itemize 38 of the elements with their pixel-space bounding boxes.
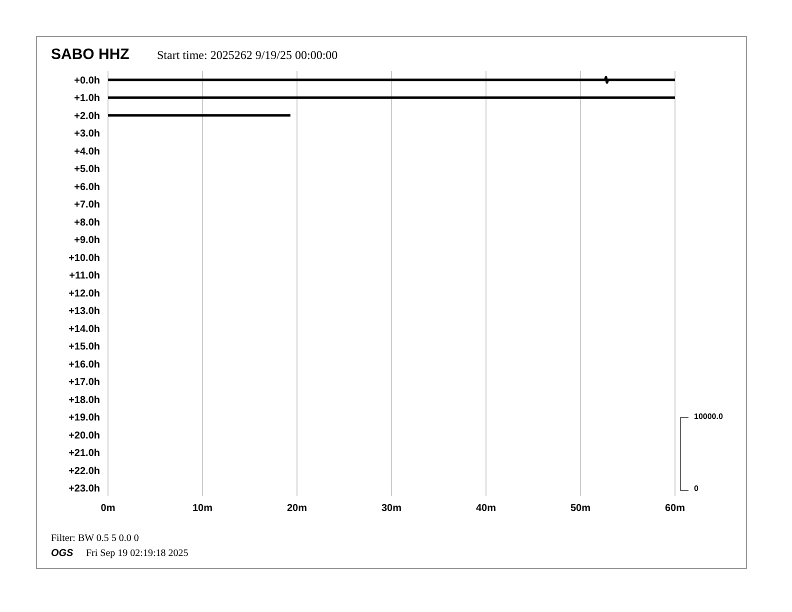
y-tick-label: +17.0h: [68, 377, 100, 388]
y-tick-label: +1.0h: [74, 93, 100, 104]
text: OGS: [51, 548, 74, 559]
text: 0: [694, 484, 698, 493]
y-tick-label: +10.0h: [68, 252, 100, 264]
y-tick-label: +9.0h: [74, 235, 100, 246]
text: Fri Sep 19 02:19:18 2025: [86, 548, 188, 559]
text: 10000.0: [694, 412, 723, 421]
chart-subtitle: Start time: 2025262 9/19/25 00:00:00: [157, 48, 338, 63]
y-tick-label: +14.0h: [68, 324, 100, 335]
y-tick-label: +16.0h: [68, 359, 100, 370]
y-tick-label: +18.0h: [68, 394, 100, 406]
y-tick-label: +21.0h: [68, 448, 100, 460]
y-tick-label: +20.0h: [68, 430, 100, 442]
y-tick-label: +12.0h: [68, 288, 100, 300]
y-tick-label: +8.0h: [74, 217, 100, 228]
x-tick-label: 40m: [476, 503, 496, 514]
chart-title: SABO HHZ: [51, 46, 130, 63]
y-tick-label: +4.0h: [74, 146, 100, 158]
y-tick-label: +2.0h: [74, 110, 100, 122]
y-tick-label: +22.0h: [68, 466, 100, 477]
y-tick-label: +5.0h: [74, 164, 100, 176]
x-tick-label: 60m: [664, 503, 686, 514]
x-tick-label: 20m: [286, 503, 308, 514]
y-tick-label: +6.0h: [74, 182, 100, 193]
x-tick-label: 10m: [192, 503, 213, 514]
y-tick-label: +0.0h: [74, 75, 100, 86]
y-tick-label: +19.0h: [68, 412, 100, 424]
x-tick-label: 0m: [100, 503, 116, 514]
y-tick-label: +3.0h: [74, 128, 100, 140]
x-tick-label: 30m: [381, 503, 402, 514]
y-tick-label: +7.0h: [74, 200, 100, 211]
text: Filter: BW 0.5 5 0.0 0: [51, 533, 139, 544]
y-tick-label: +11.0h: [69, 270, 100, 282]
x-tick-label: 50m: [570, 503, 591, 514]
y-tick-label: +23.0h: [68, 484, 100, 495]
y-tick-label: +13.0h: [68, 306, 100, 318]
y-tick-label: +15.0h: [68, 342, 100, 353]
